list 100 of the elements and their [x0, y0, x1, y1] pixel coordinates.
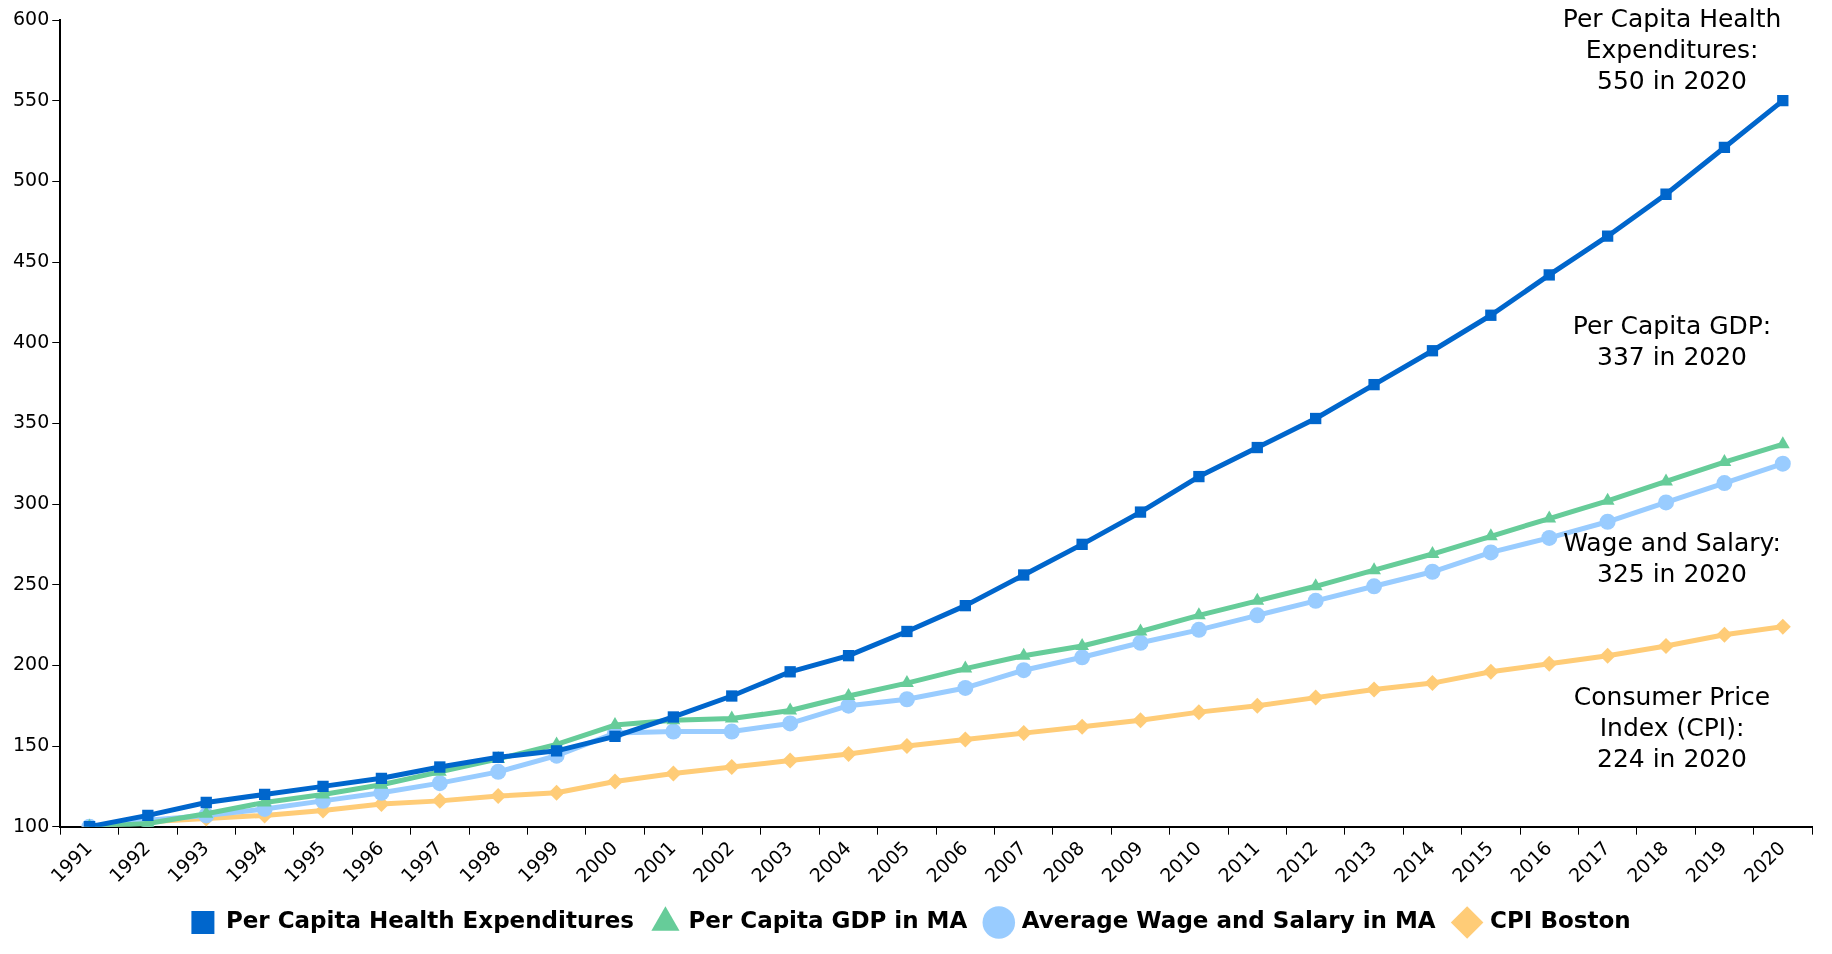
y-tick-label: 600 — [13, 6, 50, 29]
point — [200, 796, 212, 809]
point — [957, 679, 974, 696]
point — [1777, 95, 1789, 107]
point — [665, 723, 682, 740]
point — [550, 745, 563, 757]
point — [1307, 689, 1324, 706]
point — [1132, 634, 1149, 651]
y-tick-label: 250 — [13, 571, 50, 594]
point — [609, 730, 621, 742]
point — [1367, 562, 1381, 575]
point — [1133, 623, 1148, 636]
point — [840, 746, 857, 763]
point — [1310, 412, 1322, 425]
point — [1015, 662, 1032, 679]
point — [1716, 475, 1733, 492]
point — [1658, 637, 1675, 654]
point — [1308, 578, 1323, 591]
point — [898, 691, 915, 708]
point — [1015, 725, 1032, 742]
point — [782, 715, 799, 732]
y-tick-label: 350 — [13, 410, 50, 433]
point — [1541, 529, 1558, 546]
y-tick-label: 400 — [13, 329, 50, 352]
point — [606, 773, 623, 790]
point — [842, 650, 855, 662]
point — [1132, 712, 1149, 729]
annotation: Per Capita Health Expenditures: 550 in 2020 — [1562, 4, 1782, 95]
point — [898, 738, 915, 755]
point — [959, 600, 971, 612]
y-tick-label: 300 — [13, 490, 50, 513]
point — [782, 752, 799, 769]
point — [142, 809, 154, 822]
point — [1193, 470, 1205, 483]
point — [784, 666, 796, 678]
point — [958, 660, 973, 673]
point — [1541, 655, 1558, 672]
point — [1368, 378, 1380, 391]
point — [1426, 345, 1439, 357]
point — [1249, 607, 1266, 624]
point — [724, 710, 739, 723]
legend-label: Average Wage and Salary in MA — [1021, 907, 1436, 934]
annotation: Wage and Salary: 325 in 2020 — [1563, 528, 1781, 589]
point — [1074, 718, 1091, 735]
point — [1775, 436, 1790, 449]
point — [1542, 510, 1557, 523]
point — [431, 775, 448, 792]
y-tick-label: 450 — [13, 248, 50, 271]
annotation: Per Capita GDP: 337 in 2020 — [1572, 310, 1772, 371]
point — [1482, 663, 1499, 680]
point — [1424, 563, 1441, 580]
point — [1307, 592, 1324, 609]
point — [783, 702, 798, 715]
point — [1016, 647, 1031, 660]
point — [1599, 513, 1616, 530]
point — [375, 772, 388, 784]
point — [548, 784, 565, 801]
y-tick-label: 200 — [13, 652, 50, 675]
point — [1774, 455, 1791, 472]
point — [1249, 697, 1266, 714]
point — [1601, 230, 1614, 242]
point — [900, 675, 914, 688]
point — [1482, 544, 1499, 561]
y-tick-label: 100 — [13, 813, 50, 836]
point — [1716, 626, 1733, 643]
point — [726, 690, 738, 702]
point — [1718, 141, 1731, 154]
point — [723, 758, 740, 775]
point — [1424, 675, 1441, 692]
point — [841, 688, 856, 700]
point — [1483, 528, 1498, 541]
point — [1659, 473, 1673, 486]
point — [1018, 569, 1030, 581]
point — [1074, 649, 1091, 666]
point — [1366, 578, 1383, 595]
point — [1660, 188, 1672, 200]
point — [1658, 494, 1675, 511]
y-tick-label: 550 — [13, 87, 50, 110]
point — [1543, 269, 1555, 281]
annotation: Consumer Price Index (CPI): 224 in 2020 — [1573, 681, 1771, 773]
point — [723, 723, 740, 740]
point — [1191, 607, 1206, 620]
legend-label: CPI Boston — [1490, 907, 1631, 934]
point — [1366, 681, 1383, 698]
point — [258, 788, 271, 801]
point — [665, 765, 682, 782]
point — [1190, 704, 1207, 721]
legend-label: Per Capita Health Expenditures — [225, 907, 634, 934]
point — [1076, 538, 1088, 550]
point — [1774, 618, 1791, 635]
point — [1190, 621, 1207, 638]
y-tick-label: 500 — [13, 168, 50, 191]
point — [1250, 592, 1265, 605]
legend-label: Per Capita GDP in MA — [688, 907, 968, 934]
point — [431, 792, 448, 809]
point — [490, 763, 507, 780]
point — [957, 731, 974, 748]
point — [1134, 506, 1147, 518]
point — [901, 625, 913, 638]
point — [317, 780, 329, 793]
